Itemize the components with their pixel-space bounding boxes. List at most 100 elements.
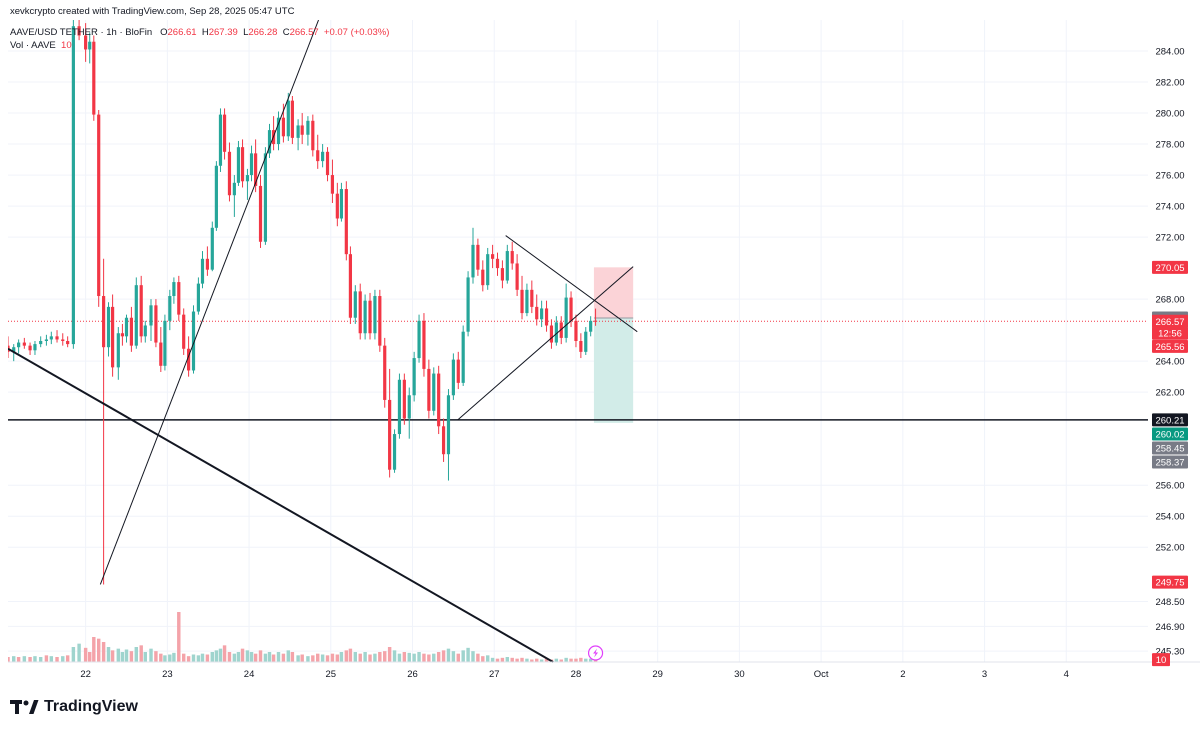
candle-body <box>339 189 344 219</box>
candle-body <box>88 41 92 50</box>
candle-body <box>564 297 568 338</box>
volume-bar <box>196 655 201 662</box>
trendline <box>505 235 638 333</box>
candle-body <box>39 341 43 345</box>
candle-body <box>61 339 65 341</box>
candle-body <box>554 322 558 343</box>
candle-body <box>397 379 402 435</box>
candle-body <box>210 227 214 270</box>
volume-bar <box>392 650 397 662</box>
volume-legend[interactable]: Vol · AAVE 10 <box>10 40 72 51</box>
volume-bar <box>218 648 223 662</box>
volume-bar <box>38 657 43 662</box>
low-label: L <box>243 27 249 38</box>
candle-body <box>12 347 16 352</box>
volume-bar <box>205 654 210 662</box>
candle-body <box>466 277 470 332</box>
volume-bar <box>300 654 304 662</box>
volume-bar <box>186 656 191 662</box>
price-tick-label: 272.00 <box>1155 233 1184 244</box>
volume-bar <box>290 652 295 662</box>
candle-body <box>505 251 509 281</box>
price-tick-label: 256.00 <box>1155 481 1184 492</box>
trendline <box>8 347 554 663</box>
volume-bar <box>214 650 219 662</box>
volume-bar <box>584 658 588 662</box>
candle-body <box>402 379 406 419</box>
price-tick-label: 280.00 <box>1155 109 1184 120</box>
time-tick-label: 25 <box>326 669 337 680</box>
candle-body <box>258 185 263 242</box>
volume-value: 10 <box>61 40 72 51</box>
price-tick-label: 284.00 <box>1155 47 1184 58</box>
candle-body <box>227 151 232 196</box>
price-label-box <box>1152 314 1188 328</box>
close-label: C <box>282 27 290 38</box>
candle-body <box>214 165 218 228</box>
price-label-text: 265.56 <box>1155 342 1184 353</box>
candle-body <box>471 244 475 278</box>
volume-bar <box>232 653 237 662</box>
volume-bar <box>92 637 96 662</box>
volume-bar <box>33 656 37 662</box>
volume-bar <box>461 650 465 662</box>
candle-body <box>344 189 348 255</box>
volume-bar <box>124 649 129 662</box>
symbol-legend[interactable]: AAVE/USD TETHER · 1h · BloFin O266.61 H2… <box>10 27 389 38</box>
candle-body <box>263 153 268 242</box>
volume-bar <box>110 650 115 662</box>
candle-body <box>66 341 70 345</box>
volume-bar <box>28 657 32 662</box>
price-label-text: 258.45 <box>1155 444 1184 455</box>
volume-bar <box>55 657 59 662</box>
volume-bar <box>539 659 544 662</box>
volume-bar <box>200 653 205 662</box>
volume-bar <box>559 659 563 662</box>
price-tick-label: 246.90 <box>1155 622 1184 633</box>
volume-bar <box>520 657 524 662</box>
candle-body <box>316 150 320 162</box>
trendline <box>99 20 320 585</box>
candle-body <box>378 296 382 346</box>
price-label-text: 260.02 <box>1155 430 1184 441</box>
candle-body <box>33 344 37 351</box>
volume-bar <box>106 647 111 662</box>
open-label: O <box>160 27 168 38</box>
candle-body <box>97 114 101 297</box>
candle-body <box>549 325 554 343</box>
candle-body <box>281 117 285 137</box>
candle-body <box>441 426 446 455</box>
volume-bar <box>436 652 441 662</box>
candle-body <box>254 153 258 186</box>
volume-bar <box>12 656 16 662</box>
candle-body <box>584 331 588 352</box>
price-label-box <box>1152 339 1188 353</box>
price-tick-label: 252.00 <box>1155 543 1184 554</box>
candle-body <box>486 254 490 286</box>
price-label-box <box>1152 653 1170 667</box>
price-label-box <box>1152 455 1188 469</box>
volume-bar <box>407 652 411 662</box>
candle-body <box>520 289 524 314</box>
volume-bar <box>191 654 196 662</box>
candle-body <box>222 114 227 152</box>
time-tick-label: 28 <box>571 669 582 680</box>
candle-body <box>205 258 209 270</box>
volume-bar <box>544 658 549 662</box>
candle-body <box>569 297 573 321</box>
candle-body <box>17 342 21 348</box>
tradingview-brand[interactable]: TradingView <box>10 698 138 716</box>
candle-body <box>540 308 544 320</box>
candle-body <box>236 147 241 183</box>
volume-bar <box>353 652 358 662</box>
candle-body <box>159 342 163 366</box>
candle-body <box>446 395 451 455</box>
volume-bar <box>417 652 421 662</box>
time-tick-label: Oct <box>814 669 829 680</box>
volume-bar <box>181 653 186 662</box>
time-tick-label: 3 <box>982 669 987 680</box>
candle-body <box>373 296 377 334</box>
candle-body <box>71 26 75 345</box>
volume-bar <box>263 653 268 662</box>
